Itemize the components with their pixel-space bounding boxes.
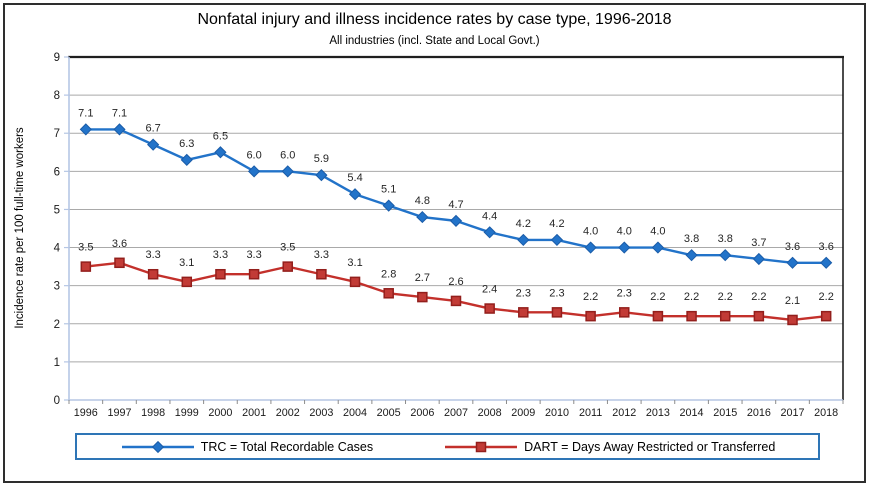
svg-text:4.2: 4.2 bbox=[549, 218, 564, 230]
dart-series-key-icon bbox=[445, 441, 518, 452]
svg-text:2005: 2005 bbox=[377, 407, 401, 419]
svg-text:3.5: 3.5 bbox=[280, 242, 295, 254]
axes bbox=[68, 55, 844, 401]
legend-label-trc: TRC = Total Recordable Cases bbox=[200, 439, 374, 454]
svg-text:3.5: 3.5 bbox=[78, 242, 93, 254]
chart-subtitle: All industries (incl. State and Local Go… bbox=[329, 35, 540, 47]
svg-text:2004: 2004 bbox=[343, 407, 367, 419]
svg-text:4.0: 4.0 bbox=[650, 226, 665, 238]
svg-text:5.4: 5.4 bbox=[347, 172, 362, 184]
legend-label-dart: DART = Days Away Restricted or Transferr… bbox=[524, 439, 776, 454]
svg-text:3.1: 3.1 bbox=[347, 257, 362, 269]
svg-text:3.6: 3.6 bbox=[819, 241, 834, 253]
svg-text:2000: 2000 bbox=[208, 407, 232, 419]
chart-title: Nonfatal injury and illness incidence ra… bbox=[197, 11, 672, 28]
svg-text:2.2: 2.2 bbox=[650, 291, 665, 303]
svg-text:2011: 2011 bbox=[579, 407, 602, 419]
svg-text:2012: 2012 bbox=[612, 407, 636, 419]
svg-text:7: 7 bbox=[54, 128, 60, 140]
svg-text:3.8: 3.8 bbox=[684, 233, 699, 245]
svg-text:1996: 1996 bbox=[74, 407, 98, 419]
axis-ticks bbox=[64, 56, 844, 404]
svg-text:6.3: 6.3 bbox=[179, 138, 194, 150]
svg-text:3.3: 3.3 bbox=[213, 249, 228, 261]
svg-text:2.3: 2.3 bbox=[549, 287, 564, 299]
svg-text:4.8: 4.8 bbox=[415, 195, 430, 207]
svg-text:2009: 2009 bbox=[511, 407, 535, 419]
svg-text:1999: 1999 bbox=[175, 407, 199, 419]
svg-text:2.6: 2.6 bbox=[448, 276, 463, 288]
svg-text:2013: 2013 bbox=[646, 407, 670, 419]
svg-text:2002: 2002 bbox=[276, 407, 300, 419]
svg-text:3.6: 3.6 bbox=[112, 238, 127, 250]
svg-text:9: 9 bbox=[54, 52, 60, 64]
svg-text:1: 1 bbox=[54, 357, 60, 369]
dart-series bbox=[80, 257, 832, 326]
svg-text:2018: 2018 bbox=[814, 407, 838, 419]
svg-text:6.0: 6.0 bbox=[246, 149, 261, 161]
svg-text:2003: 2003 bbox=[309, 407, 333, 419]
x-tick-labels: 1996 1997 1998 1999 2000 2001 2002 2003 2004 2005… bbox=[74, 407, 838, 419]
legend-item-trc: TRC = Total Recordable Cases bbox=[120, 440, 373, 454]
svg-text:2010: 2010 bbox=[545, 407, 569, 419]
svg-text:2: 2 bbox=[54, 319, 60, 331]
svg-text:6.5: 6.5 bbox=[213, 130, 228, 142]
svg-text:5.1: 5.1 bbox=[381, 184, 396, 196]
svg-text:2007: 2007 bbox=[444, 407, 468, 419]
svg-text:4.4: 4.4 bbox=[482, 210, 497, 222]
svg-text:3.3: 3.3 bbox=[246, 249, 261, 261]
svg-text:8: 8 bbox=[54, 90, 60, 102]
legend-box: TRC = Total Recordable Cases DART = Days… bbox=[75, 433, 820, 460]
svg-text:4.7: 4.7 bbox=[448, 199, 463, 211]
svg-text:2.2: 2.2 bbox=[583, 291, 598, 303]
svg-text:2.3: 2.3 bbox=[617, 287, 632, 299]
svg-text:2006: 2006 bbox=[410, 407, 434, 419]
svg-text:2.2: 2.2 bbox=[751, 291, 766, 303]
trc-data-labels: 7.1 7.1 6.7 6.3 6.5 6.0 6.0 5.9 5.4 5.1 4.8 4.7 4.4 4… bbox=[78, 107, 834, 252]
svg-text:4.0: 4.0 bbox=[583, 226, 598, 238]
svg-text:2.2: 2.2 bbox=[819, 291, 834, 303]
svg-text:2.3: 2.3 bbox=[516, 287, 531, 299]
svg-text:5.9: 5.9 bbox=[314, 153, 329, 165]
svg-text:3.6: 3.6 bbox=[785, 241, 800, 253]
svg-text:2.2: 2.2 bbox=[684, 291, 699, 303]
dart-data-labels: 3.5 3.6 3.3 3.1 3.3 3.3 3.5 3.3 3.1 2.8 2.7 2.6 2.4 2… bbox=[78, 238, 834, 307]
svg-text:3.1: 3.1 bbox=[179, 257, 194, 269]
trc-series-key-icon bbox=[121, 440, 194, 453]
svg-text:6.0: 6.0 bbox=[280, 149, 295, 161]
svg-text:4.0: 4.0 bbox=[617, 226, 632, 238]
svg-text:2.7: 2.7 bbox=[415, 272, 430, 284]
svg-text:7.1: 7.1 bbox=[112, 107, 127, 119]
svg-text:2.2: 2.2 bbox=[718, 291, 733, 303]
svg-text:1997: 1997 bbox=[107, 407, 131, 419]
svg-text:2016: 2016 bbox=[747, 407, 771, 419]
svg-text:5: 5 bbox=[54, 204, 60, 216]
svg-text:2014: 2014 bbox=[680, 407, 704, 419]
svg-text:3.8: 3.8 bbox=[718, 233, 733, 245]
svg-text:3.3: 3.3 bbox=[314, 249, 329, 261]
svg-text:1998: 1998 bbox=[141, 407, 165, 419]
svg-text:6.7: 6.7 bbox=[145, 123, 160, 135]
svg-text:6: 6 bbox=[54, 166, 60, 178]
svg-text:2015: 2015 bbox=[713, 407, 737, 419]
svg-text:2.8: 2.8 bbox=[381, 268, 396, 280]
svg-text:2.1: 2.1 bbox=[785, 295, 800, 307]
svg-text:3.3: 3.3 bbox=[145, 249, 160, 261]
svg-text:7.1: 7.1 bbox=[78, 107, 93, 119]
trc-series bbox=[79, 123, 833, 269]
svg-text:4: 4 bbox=[54, 243, 61, 255]
y-tick-labels: 0 1 2 3 4 5 6 7 8 9 bbox=[54, 52, 61, 407]
svg-text:2008: 2008 bbox=[478, 407, 502, 419]
svg-text:0: 0 bbox=[54, 395, 60, 407]
legend-item-dart: DART = Days Away Restricted or Transferr… bbox=[443, 440, 775, 454]
svg-text:2001: 2001 bbox=[242, 407, 266, 419]
svg-text:2.4: 2.4 bbox=[482, 284, 497, 296]
svg-text:3.7: 3.7 bbox=[751, 237, 766, 249]
gridlines bbox=[69, 94, 843, 363]
svg-text:3: 3 bbox=[54, 281, 60, 293]
svg-text:2017: 2017 bbox=[781, 407, 805, 419]
svg-text:4.2: 4.2 bbox=[516, 218, 531, 230]
